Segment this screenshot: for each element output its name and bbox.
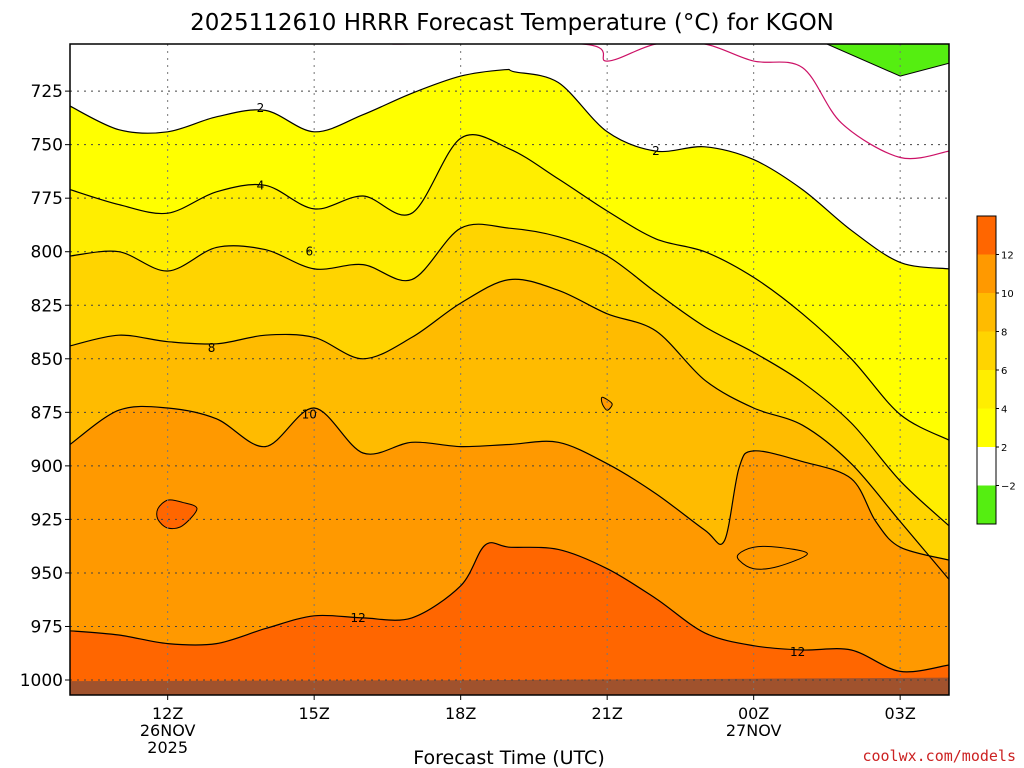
colorbar-band-2 (977, 293, 996, 332)
colorbar-label-3: 6 (1001, 366, 1007, 377)
y-tick-label-850: 850 (31, 350, 63, 370)
contour-label-2-0: 2 (257, 101, 265, 115)
x-tick-label-18Z: 18Z (445, 704, 476, 723)
x-tick-date-12Z: 26NOV (140, 721, 196, 740)
closed-contour-12-2 (736, 545, 808, 570)
colorbar-label-1: 10 (1001, 289, 1014, 300)
contour-labels: 2 2 4 6 8 10 12 12 (208, 101, 805, 659)
isotherm-4 (70, 134, 949, 441)
y-tick-label-725: 725 (31, 82, 63, 102)
isotherm-6 (70, 223, 949, 527)
y-tick-label-825: 825 (31, 296, 63, 316)
colorbar-band-6 (977, 447, 996, 486)
y-tick-label-800: 800 (31, 243, 63, 263)
y-tick-label-975: 975 (31, 617, 63, 637)
x-tick-label-15Z: 15Z (299, 704, 330, 723)
contour-label-10-5: 10 (302, 407, 317, 421)
y-tick-label-925: 925 (31, 510, 63, 530)
colorbar-band-3 (977, 331, 996, 370)
fill-band-12 (70, 542, 949, 695)
colorbar: 12 10 8 6 4 2 −2 (976, 215, 1016, 525)
colorbar-band-5 (977, 408, 996, 447)
x-tick-label-03Z: 03Z (885, 704, 916, 723)
y-tick-label-900: 900 (31, 457, 63, 477)
contour-label-12-6: 12 (350, 611, 365, 625)
x-tick-label-21Z: 21Z (592, 704, 623, 723)
isotherm-2 (70, 68, 949, 270)
colorbar-label-5: 2 (1001, 443, 1007, 454)
x-tick-year-12Z: 2025 (147, 738, 188, 757)
x-tick-label-12Z: 12Z (152, 704, 183, 723)
y-tick-label-875: 875 (31, 403, 63, 423)
contour-label-6-3: 6 (305, 245, 313, 259)
credit-text[interactable]: coolwx.com/models (862, 747, 1016, 765)
closed-contour-10-0 (156, 499, 198, 530)
colorbar-label-4: 4 (1001, 405, 1007, 416)
closed-contour-10-1 (600, 396, 613, 411)
colorbar-band-4 (977, 370, 996, 409)
contour-label-12-7: 12 (790, 645, 805, 659)
x-tick-date-00Z: 27NOV (726, 721, 782, 740)
fill-band-below-minus-2 (826, 44, 949, 77)
y-tick-label-1000: 1000 (20, 671, 63, 691)
colorbar-band-1 (977, 254, 996, 293)
colorbar-label-6: −2 (1001, 482, 1016, 493)
plot-frame (69, 43, 950, 696)
temperature-fills (70, 44, 949, 695)
contour-label-2-1: 2 (652, 144, 660, 158)
isotherm-12 (70, 542, 949, 673)
colorbar-band-7 (977, 485, 996, 524)
x-tick-label-00Z: 00Z (738, 704, 769, 723)
isotherm-8 (70, 278, 949, 580)
y-tick-label-950: 950 (31, 564, 63, 584)
y-axis: 725 750 775 800 825 850 875 900 925 950 975 1000 (20, 82, 70, 691)
y-tick-label-750: 750 (31, 136, 63, 156)
isotherm-10 (70, 405, 949, 561)
colorbar-band-0 (977, 216, 996, 255)
isotherm-lines (70, 44, 949, 673)
chart-title: 2025112610 HRRR Forecast Temperature (°C… (190, 10, 834, 36)
y-tick-label-775: 775 (31, 189, 63, 209)
contour-label-8-4: 8 (208, 341, 216, 355)
x-axis-title: Forecast Time (UTC) (413, 747, 604, 768)
ground-surface (70, 677, 949, 695)
colorbar-label-2: 8 (1001, 328, 1007, 339)
contour-label-4-2: 4 (257, 178, 265, 192)
colorbar-label-0: 12 (1001, 251, 1014, 262)
